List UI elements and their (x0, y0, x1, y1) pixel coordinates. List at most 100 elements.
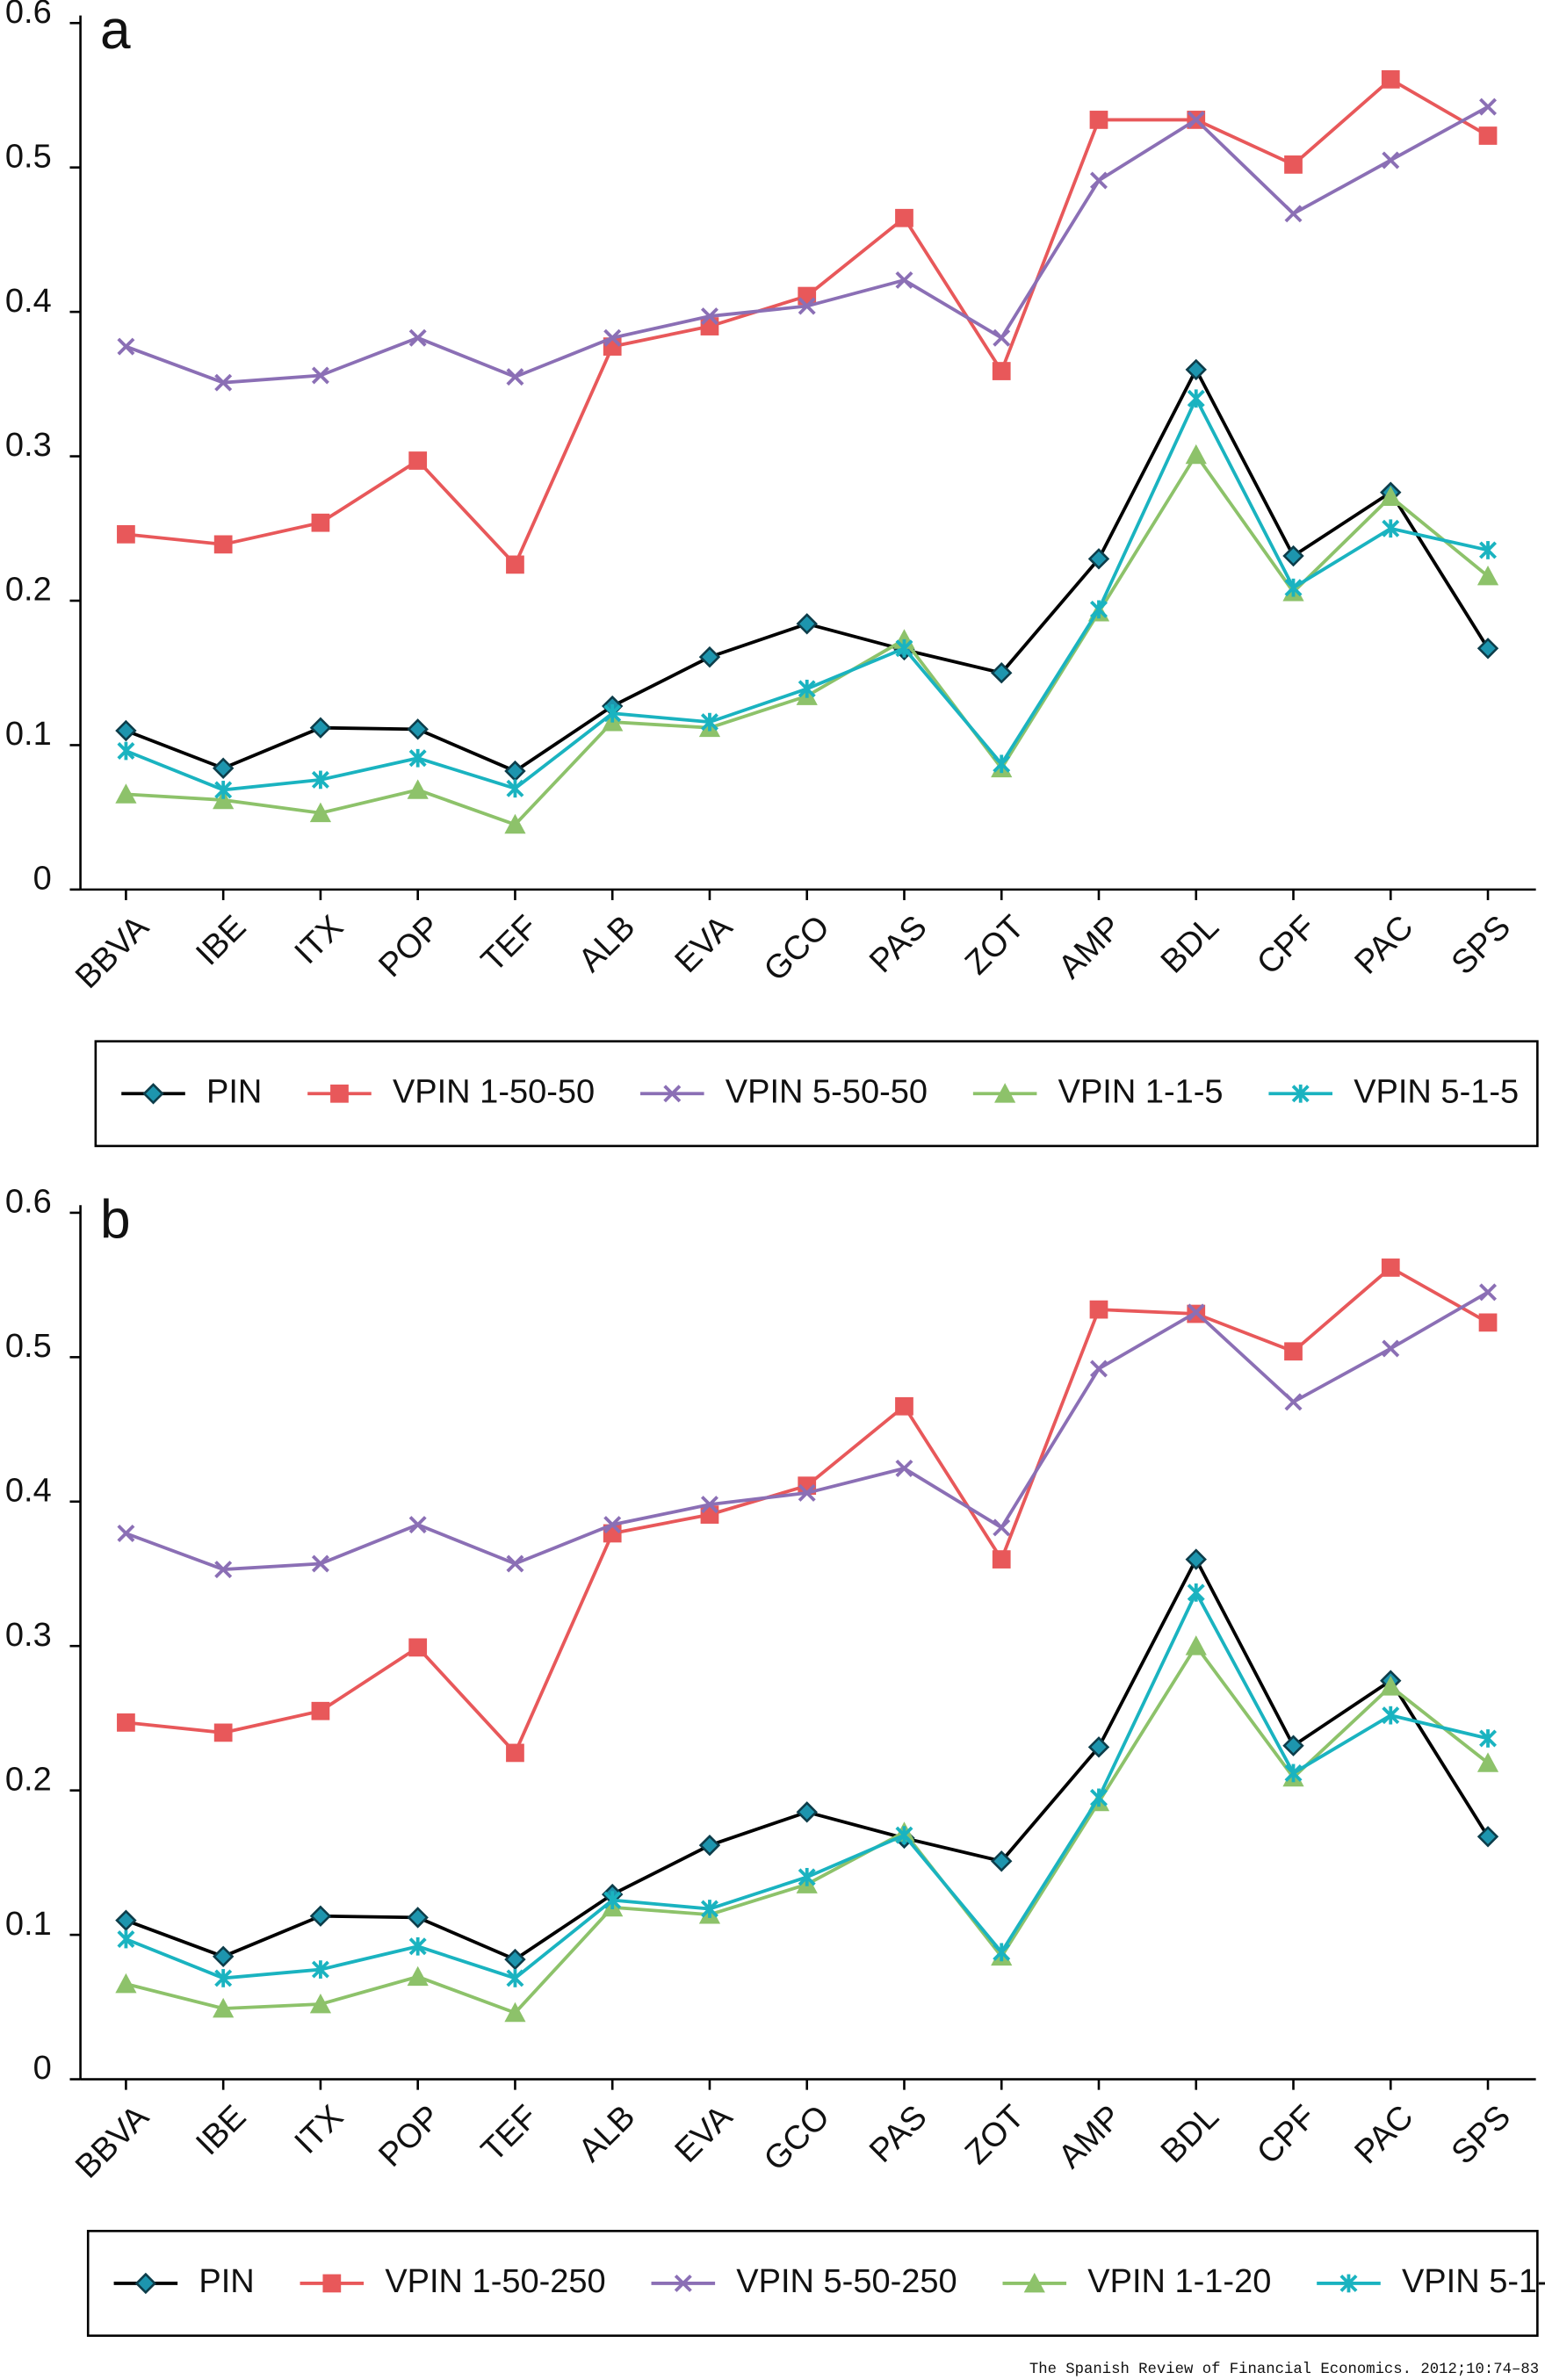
x-tick-label: ZOT (958, 909, 1031, 982)
marker-shape (311, 366, 329, 385)
marker (1476, 565, 1499, 586)
legend-label: VPIN 5-1-20 (1402, 2263, 1545, 2300)
x-tick-label: BBVA (69, 908, 156, 996)
marker-shape (213, 1997, 235, 2018)
marker (212, 1945, 235, 1967)
marker (895, 1396, 913, 1416)
marker (1090, 1788, 1108, 1807)
marker-shape (117, 524, 135, 544)
marker (214, 373, 233, 392)
marker (212, 757, 235, 779)
marker-shape (1185, 1635, 1207, 1655)
marker (1284, 1342, 1303, 1361)
marker-shape (1476, 565, 1499, 586)
marker-shape (1284, 155, 1303, 174)
marker-shape (1381, 70, 1400, 89)
marker-shape (1476, 1826, 1499, 1848)
x-tick-label: AMP (1051, 2098, 1129, 2175)
marker (798, 286, 817, 306)
marker-shape (1476, 1752, 1499, 1772)
x-tick-label: BBVA (69, 2098, 156, 2186)
marker (506, 555, 524, 574)
x-tick-label: AMP (1051, 909, 1129, 986)
marker (504, 760, 526, 783)
marker (1023, 2272, 1045, 2293)
x-tick-label: EVA (668, 908, 740, 980)
marker-shape (1282, 545, 1304, 567)
marker (311, 1701, 330, 1720)
marker (674, 2274, 692, 2292)
marker-shape (1478, 1313, 1498, 1332)
marker-shape (506, 1743, 524, 1763)
marker-shape (798, 297, 816, 315)
marker (408, 1516, 427, 1534)
marker (407, 779, 429, 799)
marker-shape (504, 760, 526, 783)
marker-shape (504, 813, 526, 834)
marker (603, 1516, 622, 1534)
marker-shape (994, 1083, 1016, 1103)
marker-shape (698, 645, 721, 668)
marker (1090, 171, 1108, 190)
marker-shape (1185, 1548, 1207, 1570)
marker-shape (115, 783, 137, 804)
x-tick-label: SPS (1445, 909, 1518, 982)
marker-shape (1284, 205, 1303, 223)
marker (798, 1483, 816, 1502)
marker (796, 613, 818, 635)
x-tick-label: GCO (757, 2098, 837, 2178)
marker-shape (1282, 1735, 1304, 1756)
y-tick-label: 0.5 (5, 1328, 52, 1365)
marker (506, 779, 524, 798)
marker (117, 1524, 135, 1542)
marker-shape (504, 2001, 526, 2023)
legend-label: VPIN 5-1-5 (1354, 1073, 1519, 1110)
marker (309, 717, 332, 739)
marker (213, 1997, 235, 2018)
y-tick-label: 0.2 (5, 572, 52, 609)
series-line (125, 1290, 1489, 1571)
marker (1087, 1736, 1110, 1758)
marker (115, 1909, 137, 1931)
marker (992, 1550, 1011, 1569)
marker-shape (214, 373, 233, 392)
marker (700, 712, 718, 732)
marker-shape (408, 451, 428, 470)
x-tick-label: PAS (863, 2098, 934, 2169)
marker-shape (895, 1459, 913, 1477)
marker-shape (1479, 1283, 1498, 1302)
marker-shape (309, 1993, 332, 2014)
marker (993, 328, 1011, 347)
marker (115, 783, 137, 804)
marker-shape (407, 779, 429, 799)
marker-shape (663, 1085, 682, 1103)
marker-shape (700, 317, 719, 335)
marker (1089, 1300, 1108, 1319)
marker (213, 535, 233, 554)
marker-shape (117, 1524, 135, 1542)
panel-label: a (100, 0, 131, 61)
x-tick-label: ZOT (958, 2098, 1031, 2171)
marker-shape (993, 1518, 1011, 1537)
marker (117, 1713, 135, 1732)
legend-label: PIN (199, 2263, 254, 2300)
x-tick-label: PAC (1348, 909, 1421, 982)
marker (506, 1969, 524, 1987)
marker (311, 1960, 329, 1979)
marker-shape (1087, 1736, 1110, 1758)
marker (991, 1850, 1013, 1872)
marker (663, 1085, 682, 1103)
marker (1185, 1635, 1207, 1655)
marker (993, 754, 1011, 774)
x-tick-label: EVA (668, 2098, 740, 2170)
marker-shape (212, 1945, 235, 1967)
marker (1187, 1303, 1205, 1322)
series-line (126, 1266, 1489, 1756)
series-line (125, 105, 1489, 385)
series-line (125, 394, 1489, 792)
marker-shape (322, 2274, 342, 2293)
marker (796, 1801, 818, 1823)
marker (117, 524, 135, 544)
marker-shape (798, 1483, 816, 1502)
marker-shape (1380, 486, 1402, 506)
